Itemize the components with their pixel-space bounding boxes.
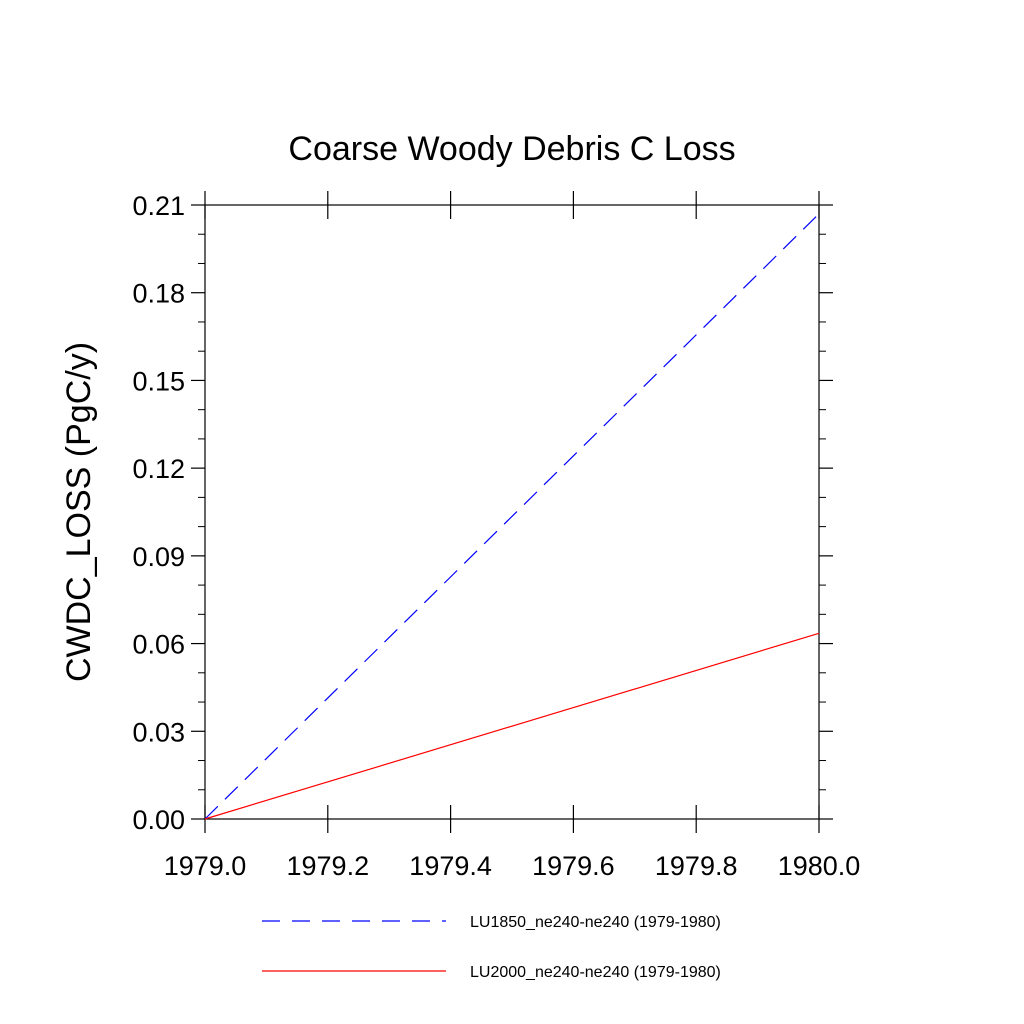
chart-title: Coarse Woody Debris C Loss [288, 130, 735, 168]
x-tick-label: 1979.2 [287, 851, 370, 881]
x-axis: 1979.0 1979.2 1979.4 1979.6 1979.8 1980.0 [164, 191, 861, 881]
x-tick-label: 1979.0 [164, 851, 247, 881]
y-tick-label: 0.12 [132, 454, 185, 484]
y-tick-label: 0.21 [132, 191, 185, 221]
x-tick-label: 1979.8 [655, 851, 738, 881]
legend-label-1: LU1850_ne240-ne240 (1979-1980) [470, 914, 721, 931]
y-tick-label: 0.06 [132, 630, 185, 660]
y-axis: 0.00 0.03 0.06 0.09 0.12 0.15 0.18 0.21 [132, 191, 833, 835]
legend: LU1850_ne240-ne240 (1979-1980) LU2000_ne2… [262, 914, 721, 981]
legend-label-2: LU2000_ne240-ne240 (1979-1980) [470, 964, 721, 981]
y-axis-label: CWDC_LOSS (PgC/y) [60, 342, 98, 682]
y-tick-label: 0.00 [132, 805, 185, 835]
y-tick-label: 0.03 [132, 717, 185, 747]
y-tick-label: 0.15 [132, 366, 185, 396]
series-line-2 [204, 632, 820, 820]
series-line-1 [204, 213, 820, 820]
x-tick-label: 1979.4 [409, 851, 492, 881]
y-tick-label: 0.18 [132, 279, 185, 309]
x-tick-label: 1980.0 [778, 851, 861, 881]
series-lines [204, 213, 820, 820]
plot-frame [204, 204, 820, 820]
x-tick-label: 1979.6 [532, 851, 615, 881]
y-tick-label: 0.09 [132, 542, 185, 572]
